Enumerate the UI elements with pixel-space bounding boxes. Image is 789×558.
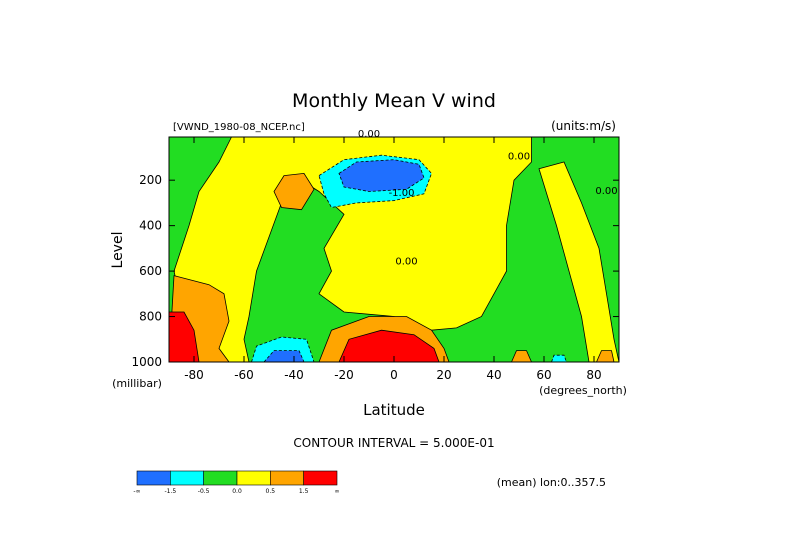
y-axis-units: (millibar) — [112, 377, 162, 390]
y-axis-label: Level — [110, 232, 126, 269]
y-tick-label: 1000 — [131, 355, 162, 369]
colorbar-tick-label: 1.5 — [299, 488, 309, 495]
colorbar-swatch-3 — [236, 470, 271, 486]
y-tick-label: 600 — [139, 264, 162, 278]
colorbar: -∞ -1.5 -0.5 0.0 0.5 1.5 ∞ — [133, 470, 340, 495]
colorbar-swatch-4 — [270, 470, 304, 486]
colorbar-tick-label: 0.0 — [232, 488, 242, 495]
contour-region-12 — [550, 354, 568, 363]
x-tick-label: -60 — [234, 368, 254, 382]
colorbar-tick-label: -∞ — [133, 488, 140, 495]
contour-field — [168, 136, 620, 363]
dataset-label: [VWND_1980-08_NCEP.nc] — [173, 122, 305, 133]
contour-label-4: 0.00 — [595, 186, 617, 197]
contour-label-0: 0.00 — [358, 129, 380, 140]
units-label: (units:m/s) — [551, 119, 616, 133]
y-tick-label: 800 — [139, 310, 162, 324]
x-tick-label: -20 — [334, 368, 354, 382]
contour-region-13 — [338, 159, 425, 192]
contour-region-2 — [538, 161, 620, 363]
colorbar-tick-label: -0.5 — [198, 488, 210, 495]
x-tick-label: 40 — [486, 368, 501, 382]
contour-labels: 0.00 0.00 -1.00 0.00 0.00 — [358, 129, 618, 267]
contour-region-3 — [273, 172, 315, 211]
colorbar-tick-label: -1.5 — [164, 488, 176, 495]
x-tick-label: -40 — [284, 368, 304, 382]
x-axis-ticks: -80 -60 -40 -20 0 20 40 60 80 — [184, 137, 602, 382]
chart-title: Monthly Mean V wind — [292, 90, 496, 112]
colorbar-swatch-5 — [303, 470, 338, 486]
colorbar-swatch-0 — [136, 470, 171, 486]
contour-label-1: 0.00 — [508, 152, 530, 163]
y-axis-ticks: 200 400 600 800 1000 — [131, 173, 619, 369]
contour-interval: CONTOUR INTERVAL = 5.000E-01 — [293, 436, 494, 450]
colorbar-swatch-1 — [170, 470, 204, 486]
x-tick-label: 20 — [436, 368, 451, 382]
contour-label-2: -1.00 — [389, 188, 415, 199]
x-tick-label: 0 — [390, 368, 398, 382]
contour-label-3: 0.00 — [395, 256, 417, 267]
colorbar-tick-label: 0.5 — [266, 488, 276, 495]
footnote: (mean) lon:0..357.5 — [497, 476, 606, 489]
x-tick-label: 60 — [536, 368, 551, 382]
colorbar-tick-label: ∞ — [335, 488, 340, 495]
x-tick-label: -80 — [184, 368, 204, 382]
y-tick-label: 400 — [139, 219, 162, 233]
x-axis-units: (degrees_north) — [539, 384, 627, 397]
x-tick-label: 80 — [586, 368, 601, 382]
colorbar-swatch-2 — [203, 470, 238, 486]
y-tick-label: 200 — [139, 173, 162, 187]
x-axis-label: Latitude — [363, 401, 425, 419]
